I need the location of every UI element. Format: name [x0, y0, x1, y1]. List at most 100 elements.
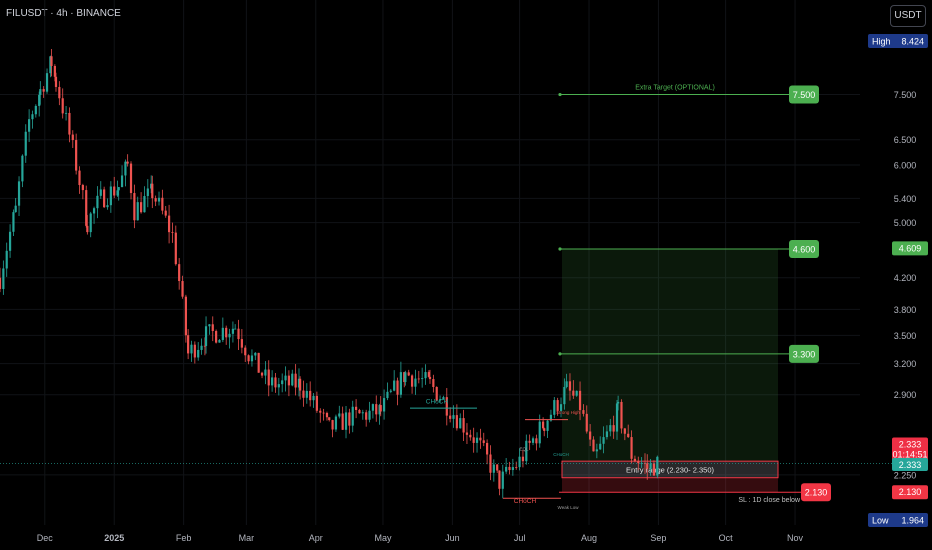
candle-body	[640, 462, 643, 464]
candle-body	[459, 418, 462, 429]
candle-body	[646, 463, 649, 469]
symbol-header[interactable]: FILUSDT · 4h · BINANCE	[6, 8, 121, 19]
candle-body	[200, 345, 203, 350]
candle-body	[208, 324, 211, 327]
axis-level-tag-text: 4.609	[899, 243, 922, 253]
candle-body	[469, 434, 472, 438]
candle-body	[291, 373, 294, 386]
candle-body	[615, 403, 619, 432]
high-tag-value: 8.424	[901, 37, 924, 47]
candle-body	[228, 333, 231, 338]
time-tick-label: Jul	[514, 533, 526, 543]
candle-body	[161, 197, 164, 211]
candle-body	[535, 438, 538, 444]
candle-body	[85, 190, 88, 226]
candle-body	[171, 232, 174, 233]
candle-body	[605, 431, 609, 438]
candle-body	[126, 161, 129, 164]
price-tick-label: 5.000	[894, 218, 917, 228]
candle-body	[315, 395, 319, 411]
candle-body	[309, 390, 312, 401]
candle-body	[508, 466, 511, 471]
candle-body	[244, 347, 247, 356]
candle-body	[482, 440, 485, 443]
candle-body	[319, 410, 322, 413]
structure-annotation: EQL	[519, 447, 529, 452]
candle-body	[190, 344, 193, 354]
currency-button[interactable]: USDT	[890, 5, 926, 27]
candle-body	[559, 404, 563, 411]
axis-level-tag-text: 2.130	[899, 487, 922, 497]
candle-body	[42, 89, 45, 92]
candle-body	[53, 65, 56, 77]
structure-annotation: CHoCH	[553, 452, 569, 457]
candle-body	[151, 183, 154, 199]
candle-body	[531, 438, 535, 443]
candle-body	[117, 187, 120, 191]
candle-body	[78, 170, 81, 186]
candle-body	[271, 377, 274, 386]
candle-body	[39, 89, 42, 95]
candle-body	[28, 119, 31, 132]
candle-body	[528, 440, 531, 443]
candle-body	[449, 415, 452, 419]
candle-body	[184, 296, 187, 336]
stop-box	[801, 483, 831, 502]
candle-body	[578, 390, 582, 411]
price-axis: 7.500 6.500 6.000 5.400 5.000 4.200 3.800 3.500…	[894, 90, 917, 480]
candle-body	[0, 277, 2, 289]
candle-body	[515, 467, 518, 468]
candle-body	[565, 381, 568, 387]
candle-body	[287, 375, 291, 386]
structure-annotation: Strong High	[556, 410, 580, 415]
candle-body	[656, 456, 659, 476]
candle-body	[435, 386, 438, 401]
candle-body	[538, 421, 541, 444]
candle-body	[563, 386, 566, 405]
target-box-value: 7.500	[793, 90, 816, 100]
price-tags: High8.424Low1.9644.6092.3502.1302.33301:…	[868, 34, 928, 527]
time-tick-label: Oct	[719, 533, 734, 543]
candle-body	[167, 215, 171, 233]
target-anchor	[558, 247, 562, 251]
candle-body	[375, 404, 378, 415]
candle-body	[589, 431, 592, 440]
target-box	[789, 85, 819, 104]
candle-body	[21, 155, 24, 182]
price-tick-label: 6.500	[894, 135, 917, 145]
candle-body	[54, 76, 58, 87]
candle-body	[445, 397, 448, 416]
candle-body	[154, 198, 157, 202]
candle-body	[518, 456, 521, 468]
candle-body	[187, 335, 190, 354]
candle-body	[334, 416, 338, 430]
candle-body	[602, 437, 605, 444]
target-anchor	[558, 352, 562, 356]
price-tick-label: 3.800	[894, 305, 917, 315]
candle-body	[99, 189, 102, 196]
candle-body	[150, 183, 153, 189]
time-tick-label: 2025	[104, 533, 124, 543]
candle-body	[231, 328, 235, 334]
candle-body	[328, 417, 331, 421]
candle-body	[31, 114, 34, 120]
candle-body	[633, 458, 637, 462]
candle-body	[297, 378, 301, 388]
candle-body	[106, 205, 109, 208]
candle-body	[221, 327, 224, 340]
candle-body	[637, 461, 640, 464]
candle-body	[414, 378, 417, 387]
candle-body	[521, 456, 525, 462]
candle-body	[432, 379, 435, 387]
price-tick-label: 4.200	[894, 273, 917, 283]
time-tick-label: Nov	[787, 533, 804, 543]
candle-body	[305, 390, 308, 398]
candle-body	[348, 412, 351, 426]
candle-body	[240, 339, 243, 348]
low-tag-value: 1.964	[901, 516, 924, 526]
candle-body	[325, 412, 329, 418]
candle-body	[64, 112, 68, 114]
candle-body	[572, 390, 575, 396]
candle-body	[428, 376, 432, 380]
